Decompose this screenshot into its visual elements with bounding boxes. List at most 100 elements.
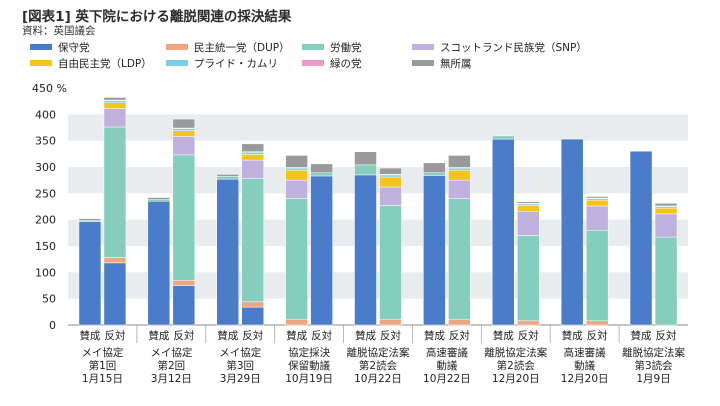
bar-segment-for-ind [354,151,377,166]
category-label: 10月22日 [423,373,471,385]
bar-segment-for-lab [216,176,239,180]
bar-segment-against-ld [448,169,471,181]
bar-segment-against-dup [241,301,264,308]
bar-segment-against-dup [517,320,540,326]
category-label: 12月20日 [492,373,540,385]
category-label: メイ協定 [81,346,123,359]
bar-segment-against-ind [448,155,471,168]
category-label: 動議 [436,359,457,372]
grid-band [68,114,688,141]
legend-swatch-dup [166,44,188,50]
bar-segment-against-ind [172,118,196,129]
legend-label-dup: 民主統一党（DUP） [194,41,290,54]
bar-segment-against-lab [585,229,609,322]
category-label: 高速審議 [426,346,468,359]
category-label: 離脱協定法案 [484,346,547,359]
bar-segment-against-pc [241,152,264,155]
bar-segment-against-ind [310,163,333,174]
legend-item-snp: スコットランド民族党（SNP） [412,40,587,54]
bar-segment-against-ind [103,97,127,101]
bar-label-for: 賛成 [217,329,238,342]
category-label: 第3読会 [634,359,673,372]
bar-segment-against-pc [172,128,196,131]
bar-segment-against-lab [172,154,196,281]
bar-label-for: 賛成 [355,329,376,342]
legend-swatch-snp [412,44,434,50]
bar-segment-against-dup [585,320,609,326]
legend-item-dup: 民主統一党（DUP） [166,40,290,54]
legend-label-lab: 労働党 [330,41,362,54]
bar-segment-against-lab [654,236,678,326]
category-label: メイ協定 [150,346,192,359]
bar-segment-for-ind [285,155,308,168]
legend-swatch-lab [302,44,324,50]
bar-label-against: 反対 [104,329,125,342]
category-label: メイ協定 [219,346,261,359]
bar-label-for: 賛成 [148,329,169,342]
bar-segment-for-ind [216,174,239,177]
bar-label-against: 反対 [656,329,677,342]
category-label: 3月29日 [220,373,261,385]
bar-segment-against-dup [379,319,402,326]
bar-segment-against-dup [172,279,196,286]
bar-segment-for-con [216,178,239,326]
bar-segment-against-con [241,306,264,326]
y-tick-label: 450 % [32,82,67,95]
bar-label-for: 賛成 [79,329,100,342]
bar-segment-against-lab [241,178,264,303]
legend-swatch-ind [412,60,434,66]
bar-segment-for-ind [147,197,171,200]
bar-segment-for-snp [285,179,308,199]
bar-segment-against-snp [448,179,471,199]
bar-segment-against-ind [241,143,264,152]
bar-segment-against-ld [654,207,678,215]
bar-segment-against-con [103,262,127,326]
bar-segment-for-con [78,221,102,326]
legend-label-pc: プライド・カムリ [194,57,278,70]
category-label: 協定採決 [288,346,330,359]
bar-label-against: 反対 [380,329,401,342]
bar-segment-for-con [147,200,171,326]
bar-segment-for-lab [285,198,308,320]
bar-segment-for-ind [78,218,102,221]
bar-segment-against-lab [310,172,333,177]
bar-segment-against-ld [517,205,540,212]
y-tick-label: 50 [42,293,56,306]
grid-band [68,167,688,194]
bar-segment-against-lab [517,235,540,322]
bar-segment-against-snp [103,108,127,128]
legend-item-lab: 労働党 [302,40,362,54]
bar-segment-against-snp [379,186,402,206]
category-label: 第1回 [89,359,117,372]
grid-band [68,272,688,299]
bar-segment-against-pc [103,100,127,103]
bar-label-for: 賛成 [424,329,445,342]
category-label: 高速審議 [564,346,606,359]
bar-segment-against-lab [448,198,471,320]
bar-label-for: 賛成 [631,329,652,342]
bar-segment-against-con [172,285,196,326]
legend-item-con: 保守党 [30,40,90,54]
category-label: 1月15日 [82,373,123,385]
bar-segment-for-lab [492,135,515,140]
bar-label-for: 賛成 [286,329,307,342]
y-tick-label: 350 [35,135,56,148]
y-tick-label: 150 [35,240,56,253]
bar-segment-against-con [310,175,333,326]
category-label: 第2回 [157,359,185,372]
bar-segment-for-lab [354,164,377,176]
bar-segment-against-ld [172,130,196,137]
legend-swatch-con [30,44,52,50]
bar-label-against: 反対 [587,329,608,342]
bar-segment-against-ind [654,203,678,207]
category-label: 第3回 [226,359,254,372]
category-label: 第2読会 [497,359,536,372]
chart-source: 資料：英国議会 [22,25,96,37]
bar-segment-against-snp [517,210,540,236]
bar-segment-against-dup [448,319,471,326]
category-label: 離脱協定法案 [347,346,410,359]
category-label: 1月9日 [636,373,670,385]
bar-segment-against-ld [379,176,402,188]
bar-label-against: 反対 [173,329,194,342]
